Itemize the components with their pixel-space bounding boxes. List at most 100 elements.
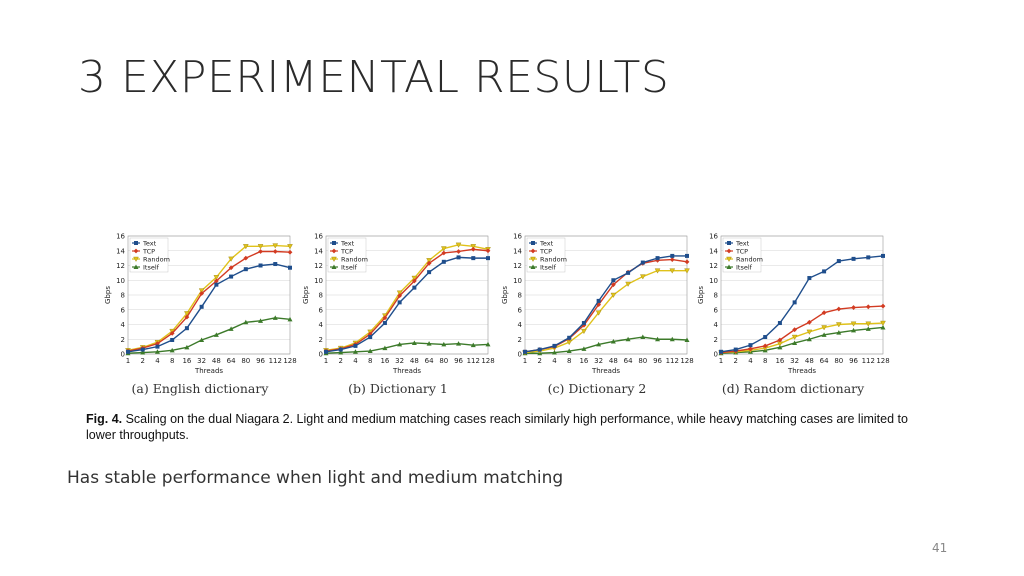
series-itself (125, 315, 293, 356)
data-point (170, 337, 175, 342)
series-line (524, 258, 688, 353)
x-tick-label: 112 (467, 357, 480, 365)
data-point (851, 327, 857, 333)
data-point (426, 341, 432, 346)
data-point (397, 293, 403, 299)
x-tick-label: 112 (666, 357, 679, 365)
x-tick-label: 48 (410, 357, 419, 365)
series-tcp (718, 303, 886, 355)
y-tick-label: 4 (121, 321, 126, 329)
y-tick-label: 8 (714, 292, 718, 300)
legend-entry: Random (341, 255, 368, 263)
data-point (214, 282, 219, 287)
data-point (748, 346, 753, 352)
x-tick-label: 16 (380, 357, 389, 365)
y-tick-label: 12 (709, 262, 718, 270)
data-point (287, 316, 293, 322)
series-text (719, 253, 885, 354)
data-point (530, 256, 536, 262)
data-point (726, 256, 732, 262)
data-point (258, 263, 263, 268)
chart-subcaption: (a) English dictionary (131, 381, 269, 396)
data-point (777, 344, 783, 350)
y-tick-label: 0 (714, 351, 718, 359)
data-point (169, 330, 175, 336)
y-tick-label: 0 (121, 351, 125, 359)
plot-frame (720, 235, 884, 355)
data-point (272, 243, 279, 249)
data-point (456, 341, 462, 346)
y-tick-label: 2 (518, 336, 522, 344)
legend-entry: Random (736, 255, 763, 263)
x-tick-label: 128 (283, 357, 296, 365)
series-itself (522, 334, 690, 356)
x-tick-label: 64 (425, 357, 434, 365)
data-point (836, 306, 842, 312)
x-tick-label: 32 (197, 357, 206, 365)
y-tick-label: 2 (121, 336, 125, 344)
data-point (640, 260, 645, 265)
data-point (470, 246, 476, 252)
data-point (140, 350, 146, 355)
y-axis-label: Gbps (501, 286, 509, 304)
data-point (213, 275, 220, 281)
series-line (127, 263, 291, 353)
data-point (169, 347, 175, 353)
data-point (791, 334, 798, 340)
y-tick-label: 10 (116, 277, 125, 285)
data-point (792, 300, 797, 305)
data-point (441, 250, 447, 256)
series-random (522, 268, 690, 356)
data-point (352, 349, 358, 354)
data-point (881, 253, 885, 258)
x-tick-label: 64 (227, 357, 236, 365)
x-tick-label: 1 (523, 357, 527, 365)
series-line (127, 250, 291, 352)
legend-entry: Itself (143, 263, 160, 271)
data-point (552, 343, 557, 348)
data-point (851, 305, 856, 310)
data-point (748, 343, 753, 348)
x-tick-label: 4 (155, 357, 160, 365)
data-point (625, 336, 631, 342)
y-tick-label: 0 (319, 351, 323, 359)
body-text: Has stable performance when light and me… (67, 468, 564, 488)
data-point (199, 291, 205, 296)
series-line (325, 256, 488, 353)
data-point (397, 341, 403, 347)
data-point (353, 343, 358, 348)
data-point (140, 347, 145, 352)
data-point (626, 270, 631, 275)
x-tick-label: 112 (269, 357, 282, 365)
data-point (470, 342, 476, 348)
data-point (792, 340, 798, 345)
series-line (325, 244, 489, 352)
data-point (133, 264, 139, 269)
x-tick-label: 96 (454, 357, 463, 365)
data-point (154, 349, 160, 354)
series-line (720, 326, 884, 354)
series-line (720, 305, 884, 354)
data-point (523, 349, 527, 354)
data-point (880, 324, 886, 330)
x-tick-label: 1 (324, 357, 328, 365)
data-point (441, 259, 446, 264)
data-point (456, 249, 461, 254)
data-point (866, 255, 871, 260)
data-point (726, 248, 732, 254)
data-point (670, 253, 675, 258)
y-tick-label: 8 (319, 292, 323, 300)
data-point (332, 241, 336, 245)
data-point (850, 321, 857, 327)
x-tick-label: 80 (834, 357, 843, 365)
data-point (242, 244, 249, 250)
x-tick-label: 128 (680, 357, 693, 365)
y-tick-label: 12 (513, 262, 522, 270)
page-number: 41 (932, 541, 948, 555)
data-point (537, 347, 542, 352)
x-axis-label: Threads (591, 367, 620, 375)
x-tick-label: 8 (763, 357, 767, 365)
data-point (806, 329, 813, 335)
